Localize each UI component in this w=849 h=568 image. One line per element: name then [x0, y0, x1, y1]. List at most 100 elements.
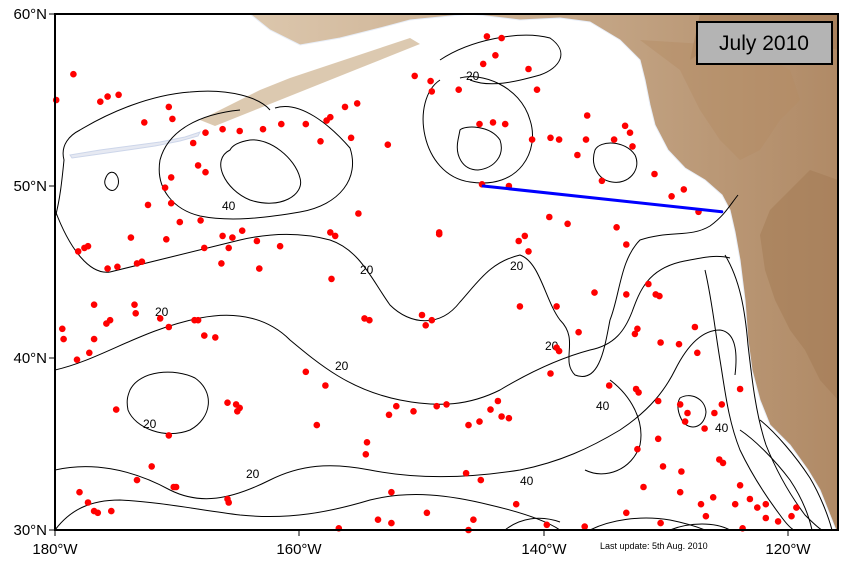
float-marker: [564, 220, 571, 228]
float-marker: [489, 119, 497, 126]
lat-axis: [49, 13, 55, 531]
float-marker: [341, 103, 349, 111]
float-marker: [762, 514, 770, 522]
float-marker: [115, 91, 122, 99]
contour-lines: [55, 34, 833, 530]
float-layer: [52, 33, 800, 534]
float-marker: [681, 418, 689, 425]
float-marker: [455, 86, 463, 93]
contour-label: 20: [466, 69, 480, 83]
float-marker: [167, 199, 175, 207]
float-marker: [659, 463, 667, 470]
float-marker: [94, 509, 102, 517]
float-marker: [114, 263, 121, 271]
float-marker: [362, 451, 370, 458]
float-marker: [774, 518, 782, 525]
float-marker: [224, 399, 231, 407]
float-marker: [678, 468, 685, 475]
float-marker: [476, 418, 483, 425]
contour-label: 20: [155, 305, 169, 319]
float-marker: [388, 519, 395, 527]
float-marker: [197, 217, 204, 224]
contour-label-group: 20 40 20 20 20 20 20 20 40 40 40 20: [143, 69, 729, 488]
float-marker: [516, 303, 524, 310]
lon-axis: [54, 530, 789, 536]
float-marker: [317, 138, 324, 145]
float-marker: [501, 120, 509, 128]
float-marker: [165, 103, 173, 111]
float-marker: [525, 248, 532, 255]
float-marker: [148, 463, 155, 470]
float-marker: [701, 425, 708, 432]
float-marker: [632, 385, 640, 393]
float-marker: [546, 213, 553, 221]
float-marker: [492, 52, 499, 59]
float-marker: [676, 488, 684, 496]
aleutian-islands: [69, 131, 201, 159]
float-marker: [656, 292, 663, 300]
float-marker: [462, 469, 470, 477]
float-marker: [253, 237, 261, 245]
float-marker: [90, 301, 98, 309]
float-marker: [219, 232, 226, 240]
float-marker: [487, 406, 494, 413]
float-marker: [623, 509, 630, 517]
float-marker: [505, 414, 513, 422]
float-marker: [76, 488, 83, 496]
float-marker: [236, 127, 243, 135]
lon-label: 140°W: [521, 541, 567, 558]
contour-label: 20: [510, 259, 524, 273]
float-marker: [483, 33, 491, 40]
float-marker: [731, 500, 739, 508]
float-marker: [104, 265, 111, 272]
float-marker: [59, 325, 66, 333]
float-marker: [640, 483, 647, 491]
float-marker: [411, 72, 419, 80]
float-marker: [582, 136, 590, 143]
float-marker: [657, 339, 664, 346]
float-marker: [165, 432, 173, 439]
map-title: July 2010: [719, 32, 809, 55]
float-marker: [547, 134, 554, 142]
transect-line: [481, 184, 724, 214]
float-marker: [225, 244, 232, 252]
float-marker: [218, 260, 225, 267]
float-marker: [479, 60, 487, 68]
float-marker: [167, 174, 175, 181]
float-marker: [746, 495, 754, 503]
float-marker: [598, 177, 606, 185]
float-marker: [634, 325, 641, 333]
float-marker: [631, 330, 639, 338]
float-marker: [691, 323, 699, 331]
float-marker: [393, 402, 400, 410]
float-marker: [410, 408, 417, 415]
float-marker: [528, 136, 536, 143]
float-marker: [498, 34, 505, 42]
float-marker: [74, 248, 82, 255]
float-marker: [194, 162, 202, 169]
float-marker: [328, 275, 335, 283]
float-marker: [347, 134, 355, 142]
float-marker: [201, 244, 208, 252]
float-marker: [788, 512, 795, 520]
float-marker: [255, 265, 263, 272]
float-marker: [278, 120, 285, 128]
float-marker: [654, 397, 662, 405]
float-marker: [553, 303, 560, 310]
float-marker: [711, 409, 718, 417]
land-alaska-peninsula: [200, 38, 420, 126]
float-marker: [515, 237, 522, 245]
float-marker: [156, 315, 164, 322]
float-marker: [581, 523, 588, 530]
float-marker: [388, 488, 395, 496]
float-marker: [133, 476, 141, 484]
float-marker: [428, 88, 436, 95]
float-marker: [793, 504, 800, 511]
float-marker: [736, 385, 744, 393]
float-marker: [702, 512, 710, 520]
float-marker: [202, 168, 209, 176]
float-marker: [494, 397, 502, 405]
float-marker: [276, 242, 284, 250]
float-marker: [374, 516, 382, 523]
